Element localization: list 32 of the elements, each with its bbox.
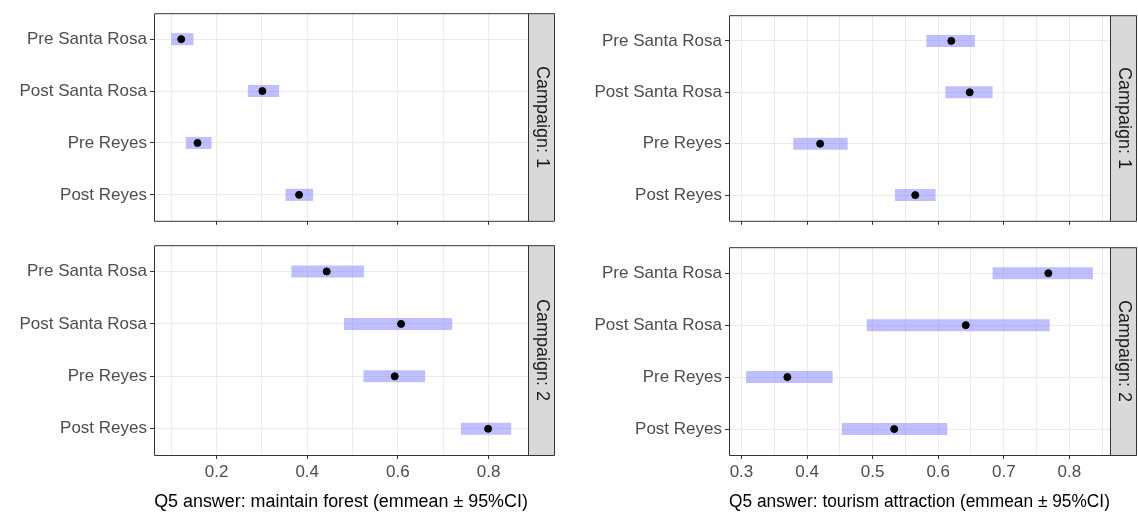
x-tick-label: 0.2 (204, 461, 229, 481)
y-tick-label: Pre Santa Rosa (601, 30, 723, 50)
x-tick-label: 0.4 (795, 461, 819, 481)
y-tick-label: Pre Reyes (642, 133, 722, 153)
x-tick-label: 0.6 (926, 461, 951, 481)
x-tick-label: 0.3 (729, 461, 754, 481)
x-tick-label: 0.7 (991, 461, 1016, 481)
y-tick-label: Post Santa Rosa (594, 81, 723, 101)
text: Campaign: 1 (1115, 66, 1136, 170)
y-tick-label: Post Santa Rosa (19, 80, 148, 100)
text: Campaign: 2 (533, 299, 554, 402)
y-tick-label: Post Reyes (60, 418, 147, 438)
y-tick-label: Post Reyes (635, 418, 722, 438)
y-tick-label: Pre Santa Rosa (601, 262, 723, 282)
x-tick-label: 0.8 (476, 461, 501, 481)
y-tick-label: Pre Reyes (642, 366, 722, 386)
x-axis-title: Q5 answer: tourism attraction (emmean ± 95%CI) (729, 490, 1110, 512)
x-tick-label: 0.4 (295, 461, 320, 481)
y-tick-label: Post Reyes (60, 184, 147, 204)
text: Campaign: 2 (1115, 300, 1136, 403)
x-tick-label: 0.8 (1057, 461, 1082, 481)
x-axis-title: Q5 answer: maintain forest (emmean ± 95%CI) (154, 491, 528, 512)
x-tick-label: 0.6 (386, 461, 410, 481)
y-tick-label: Pre Reyes (67, 132, 147, 152)
y-tick-label: Post Reyes (635, 184, 722, 204)
y-tick-label: Pre Santa Rosa (26, 261, 148, 281)
y-tick-label: Pre Reyes (67, 366, 147, 386)
y-tick-label: Pre Santa Rosa (26, 28, 148, 48)
x-tick-label: 0.5 (860, 461, 885, 481)
y-tick-label: Post Santa Rosa (594, 314, 723, 334)
y-tick-label: Post Santa Rosa (19, 313, 148, 333)
text: Campaign: 1 (533, 65, 554, 169)
